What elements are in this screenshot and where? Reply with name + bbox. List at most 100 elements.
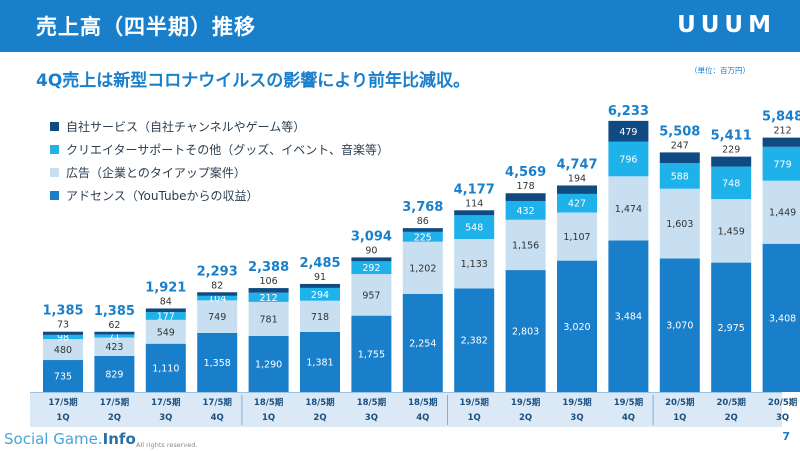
- bar-segment: [402, 231, 443, 242]
- bar-segment: [43, 360, 83, 392]
- data-label: 114: [465, 198, 483, 209]
- bar-segment: [762, 137, 800, 147]
- bar-segment: [454, 239, 495, 289]
- data-label: 1,755: [358, 349, 385, 360]
- bar-segment: [454, 210, 495, 216]
- bar-segment: [711, 262, 752, 392]
- total-label: 2,293: [197, 264, 238, 279]
- data-label: 432: [517, 206, 535, 217]
- quarter-tick-label: 2Q: [108, 413, 121, 423]
- total-label: 4,177: [454, 182, 495, 197]
- total-label: 1,385: [42, 304, 83, 319]
- period-tick-label: 17/5期: [48, 397, 78, 408]
- data-label: 829: [105, 369, 123, 380]
- bar-segment: [608, 120, 649, 142]
- data-label: 3,070: [666, 321, 693, 332]
- quarter-tick-label: 4Q: [622, 413, 635, 423]
- bar-segment: [762, 180, 800, 244]
- period-tick-label: 18/5期: [357, 397, 387, 408]
- bar-segment: [300, 287, 340, 301]
- total-label: 6,233: [608, 104, 649, 119]
- bar-segment: [505, 200, 546, 220]
- bar-segment: [608, 240, 649, 392]
- legend-label-creator: クリエイターサポートその他（グッズ、イベント、音楽等）: [66, 142, 390, 157]
- data-label: 1,110: [152, 363, 179, 374]
- data-label: 1,107: [563, 232, 590, 243]
- legend-swatch-adsense: [50, 190, 59, 200]
- quarter-tick-label: 3Q: [570, 413, 583, 423]
- uuum-logo: UUUM: [677, 12, 776, 38]
- quarter-tick-label: 3Q: [365, 413, 378, 423]
- data-label: 194: [568, 173, 586, 184]
- data-label: 292: [362, 263, 380, 274]
- data-label: 177: [157, 311, 175, 322]
- legend-label-adsense: アドセンス（YouTubeからの収益）: [66, 188, 259, 203]
- total-label: 1,921: [145, 280, 186, 295]
- data-label: 2,975: [718, 323, 745, 334]
- data-label: 1,603: [666, 219, 693, 230]
- data-label: 106: [260, 276, 278, 287]
- data-label: 86: [417, 216, 429, 227]
- bar-segment: [659, 258, 700, 392]
- total-label: 3,768: [402, 200, 443, 215]
- quarter-tick-label: 2Q: [313, 413, 326, 423]
- bar-segment: [248, 301, 289, 336]
- quarter-tick-label: 4Q: [211, 413, 224, 423]
- watermark-prefix: Social Game.: [4, 430, 103, 448]
- data-label: 1,290: [255, 359, 282, 370]
- data-label: 247: [671, 140, 689, 151]
- quarter-tick-label: 1Q: [673, 413, 686, 423]
- data-label: 91: [314, 272, 326, 283]
- data-label: 748: [722, 178, 740, 189]
- bar-segment: [43, 331, 83, 335]
- data-label: 718: [311, 312, 329, 323]
- page-title: 売上高（四半期）推移: [36, 15, 256, 39]
- total-label: 1,385: [94, 304, 135, 319]
- bar-segment: [197, 300, 238, 333]
- data-label: 1,156: [512, 240, 539, 251]
- data-label: 3,408: [769, 313, 796, 324]
- bar-segment: [300, 283, 340, 288]
- bar-segment: [659, 152, 700, 164]
- data-label: 796: [619, 155, 637, 166]
- bar-segment: [197, 292, 238, 296]
- watermark-logo: Social Game.Info: [4, 430, 136, 448]
- data-label: 588: [671, 171, 689, 182]
- bar-segment: [608, 176, 649, 241]
- bar-segment: [454, 288, 495, 392]
- period-tick-label: 17/5期: [100, 397, 130, 408]
- period-tick-label: 19/5期: [511, 397, 541, 408]
- headline: 4Q売上は新型コロナウイルスの影響により前年比減収。: [36, 71, 470, 91]
- data-label: 1,449: [769, 208, 796, 219]
- quarter-tick-label: 2Q: [725, 413, 738, 423]
- data-label: 294: [311, 290, 329, 301]
- data-label: 1,358: [204, 358, 231, 369]
- data-label: 1,202: [409, 263, 436, 274]
- legend-swatch-ad: [50, 167, 59, 177]
- bar-segment: [248, 335, 289, 392]
- data-label: 479: [619, 127, 637, 138]
- legend-item-creator: クリエイターサポートその他（グッズ、イベント、音楽等）: [50, 139, 389, 159]
- data-label: 62: [108, 320, 120, 331]
- unit-note: （単位：百万円）: [690, 66, 750, 75]
- bar-segment: [505, 193, 546, 201]
- data-label: 2,803: [512, 327, 539, 338]
- bar-segment: [659, 163, 700, 189]
- data-label: 1,459: [718, 226, 745, 237]
- bar-segment: [762, 146, 800, 181]
- total-label: 5,508: [659, 124, 700, 139]
- quarter-tick-label: 1Q: [468, 413, 481, 423]
- data-label: 229: [722, 145, 740, 156]
- bar-segment: [300, 300, 340, 332]
- data-label: 82: [211, 280, 223, 291]
- data-label: 98: [57, 333, 69, 344]
- bar-segment: [197, 332, 238, 392]
- bar-segment: [94, 334, 135, 338]
- data-label: 2,254: [409, 338, 436, 349]
- data-label: 749: [208, 312, 226, 323]
- data-label: 104: [208, 294, 226, 305]
- data-label: 1,133: [461, 259, 488, 270]
- period-tick-label: 18/5期: [408, 397, 438, 408]
- data-label: 735: [54, 372, 72, 383]
- data-label: 3,484: [615, 312, 642, 323]
